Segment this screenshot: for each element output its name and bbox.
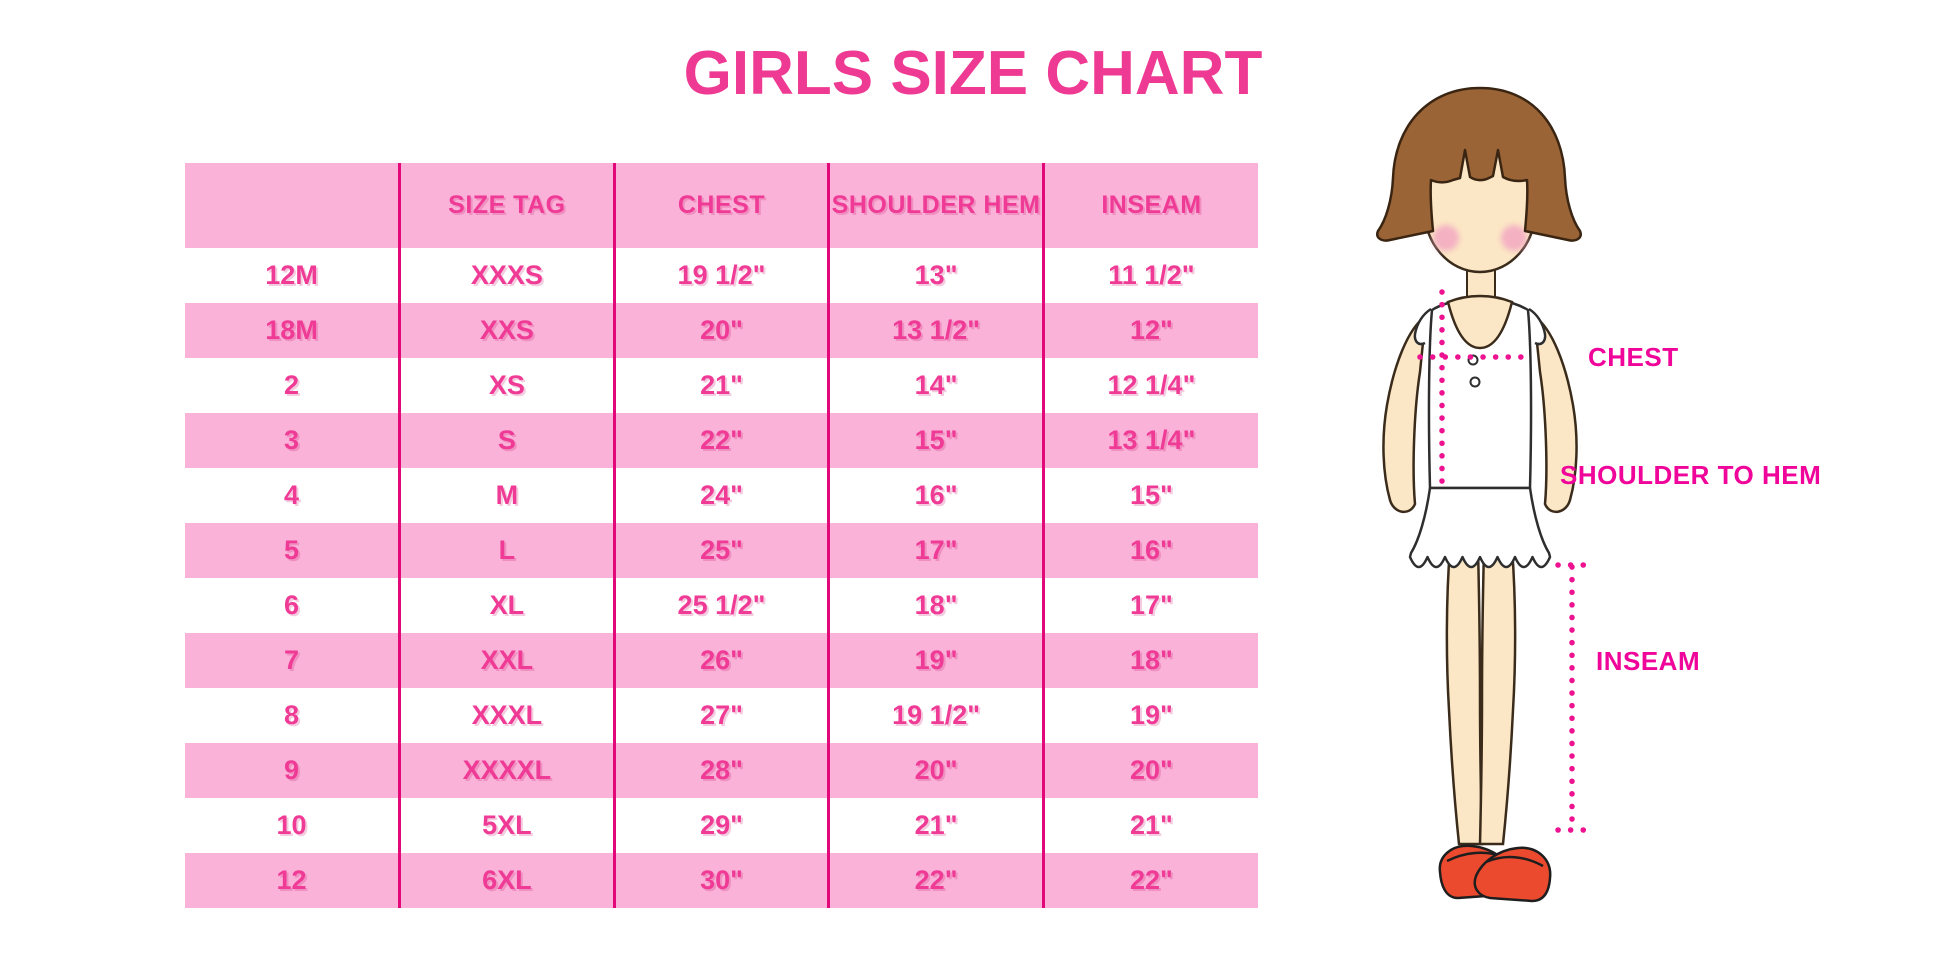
table-cell: XXXXL — [398, 743, 615, 798]
col-header-size-tag: SIZE TAG — [398, 163, 615, 248]
hair-shape — [1376, 86, 1582, 242]
table-row: 12 6XL 30" 22" 22" — [185, 853, 1258, 908]
table-row: 4 M 24" 16" 15" — [185, 468, 1258, 523]
table-cell: 19 1/2" — [827, 688, 1044, 743]
table-cell: 29" — [612, 798, 829, 853]
table-cell: 12" — [1041, 303, 1258, 358]
table-cell: XXXL — [398, 688, 615, 743]
table-row: 2 XS 21" 14" 12 1/4" — [185, 358, 1258, 413]
page-title: GIRLS SIZE CHART — [683, 39, 1263, 108]
table-cell: 15" — [1041, 468, 1258, 523]
table-cell: 10 — [276, 810, 307, 840]
col-header-shoulder-hem: SHOULDER HEM — [827, 163, 1044, 248]
table-cell: 13" — [827, 248, 1044, 303]
table-cell: M — [398, 468, 615, 523]
table-cell: 21" — [1041, 798, 1258, 853]
table-cell: 20" — [1041, 743, 1258, 798]
table-cell: 30" — [612, 853, 829, 908]
girl-illustration — [1376, 86, 1589, 903]
table-cell: XXXS — [398, 248, 615, 303]
table-cell: XS — [398, 358, 615, 413]
table-cell: 9 — [185, 743, 400, 798]
table-cell: 17" — [1041, 578, 1258, 633]
shoes-shape — [1438, 844, 1552, 903]
table-cell: 7 — [185, 633, 400, 688]
table-cell: 20" — [612, 303, 829, 358]
table-cell: 21" — [612, 358, 829, 413]
table-cell: 18M — [185, 303, 400, 358]
inseam-measure-label: INSEAM — [1596, 646, 1701, 676]
col-header-inseam: INSEAM — [1041, 163, 1258, 248]
table-row: 7 XXL 26" 19" 18" — [185, 633, 1258, 688]
left-blush — [1433, 225, 1459, 251]
table-row: 9 XXXXL 28" 20" 20" — [185, 743, 1258, 798]
table-row: 3 S 22" 15" 13 1/4" — [185, 413, 1258, 468]
table-cell: L — [398, 523, 615, 578]
table-cell: 26" — [612, 633, 829, 688]
table-cell: 8 — [284, 700, 300, 730]
table-row: 12M XXXS 19 1/2" 13" 11 1/2" — [185, 248, 1258, 303]
table-cell: 11 1/2" — [1041, 248, 1258, 303]
table-row: 18M XXS 20" 13 1/2" 12" — [185, 303, 1258, 358]
table-cell: 20" — [827, 743, 1044, 798]
table-cell: 5XL — [398, 798, 615, 853]
table-cell: 25" — [612, 523, 829, 578]
table-cell: 16" — [827, 468, 1044, 523]
col-header-blank — [185, 163, 400, 248]
table-row: 6 XL 25 1/2" 18" 17" — [185, 578, 1258, 633]
size-table-body: 12M XXXS 19 1/2" 13" 11 1/2" 18M XXS 20" 13 1/2"… — [185, 248, 1258, 908]
table-cell: 22" — [612, 413, 829, 468]
table-cell: 22" — [1041, 853, 1258, 908]
size-table: SIZE TAG CHEST SHOULDER HEM INSEAM 12M XX… — [185, 163, 1258, 908]
table-cell: 12M — [265, 260, 318, 290]
table-cell: 6 — [284, 590, 300, 620]
table-cell: 17" — [827, 523, 1044, 578]
table-cell: 14" — [827, 358, 1044, 413]
left-leg-shape — [1445, 546, 1484, 846]
table-cell: 15" — [827, 413, 1044, 468]
table-cell: XXS — [398, 303, 615, 358]
right-arm-shape — [1532, 313, 1578, 513]
table-cell: 12 — [185, 853, 400, 908]
table-cell: 25 1/2" — [612, 578, 829, 633]
table-cell: XL — [398, 578, 615, 633]
table-cell: 28" — [612, 743, 829, 798]
table-cell: 5 — [185, 523, 400, 578]
chest-measure-label: CHEST — [1588, 342, 1679, 372]
table-cell: 18" — [1041, 633, 1258, 688]
shoulder-to-hem-measure-label: SHOULDER TO HEM — [1560, 460, 1822, 490]
table-cell: 27" — [612, 688, 829, 743]
right-leg-shape — [1478, 546, 1517, 846]
col-header-chest: CHEST — [612, 163, 829, 248]
table-cell: 2 — [284, 370, 300, 400]
table-cell: S — [398, 413, 615, 468]
dress-shape — [1408, 294, 1552, 569]
table-cell: 19" — [1041, 688, 1258, 743]
table-row: 10 5XL 29" 21" 21" — [185, 798, 1258, 853]
table-cell: 22" — [827, 853, 1044, 908]
right-blush — [1501, 225, 1527, 251]
table-cell: 6XL — [398, 853, 615, 908]
table-cell: XXL — [398, 633, 615, 688]
table-row: 5 L 25" 17" 16" — [185, 523, 1258, 578]
left-arm-shape — [1382, 313, 1428, 513]
table-cell: 19" — [827, 633, 1044, 688]
table-cell: 18" — [827, 578, 1044, 633]
table-header-row: SIZE TAG CHEST SHOULDER HEM INSEAM — [185, 163, 1258, 248]
table-cell: 21" — [827, 798, 1044, 853]
table-cell: 13 1/4" — [1041, 413, 1258, 468]
table-cell: 16" — [1041, 523, 1258, 578]
table-cell: 13 1/2" — [827, 303, 1044, 358]
table-cell: 4 — [284, 480, 300, 510]
table-row: 8 XXXL 27" 19 1/2" 19" — [185, 688, 1258, 743]
table-cell: 3 — [185, 413, 400, 468]
table-cell: 12 1/4" — [1041, 358, 1258, 413]
table-cell: 19 1/2" — [612, 248, 829, 303]
table-cell: 24" — [612, 468, 829, 523]
